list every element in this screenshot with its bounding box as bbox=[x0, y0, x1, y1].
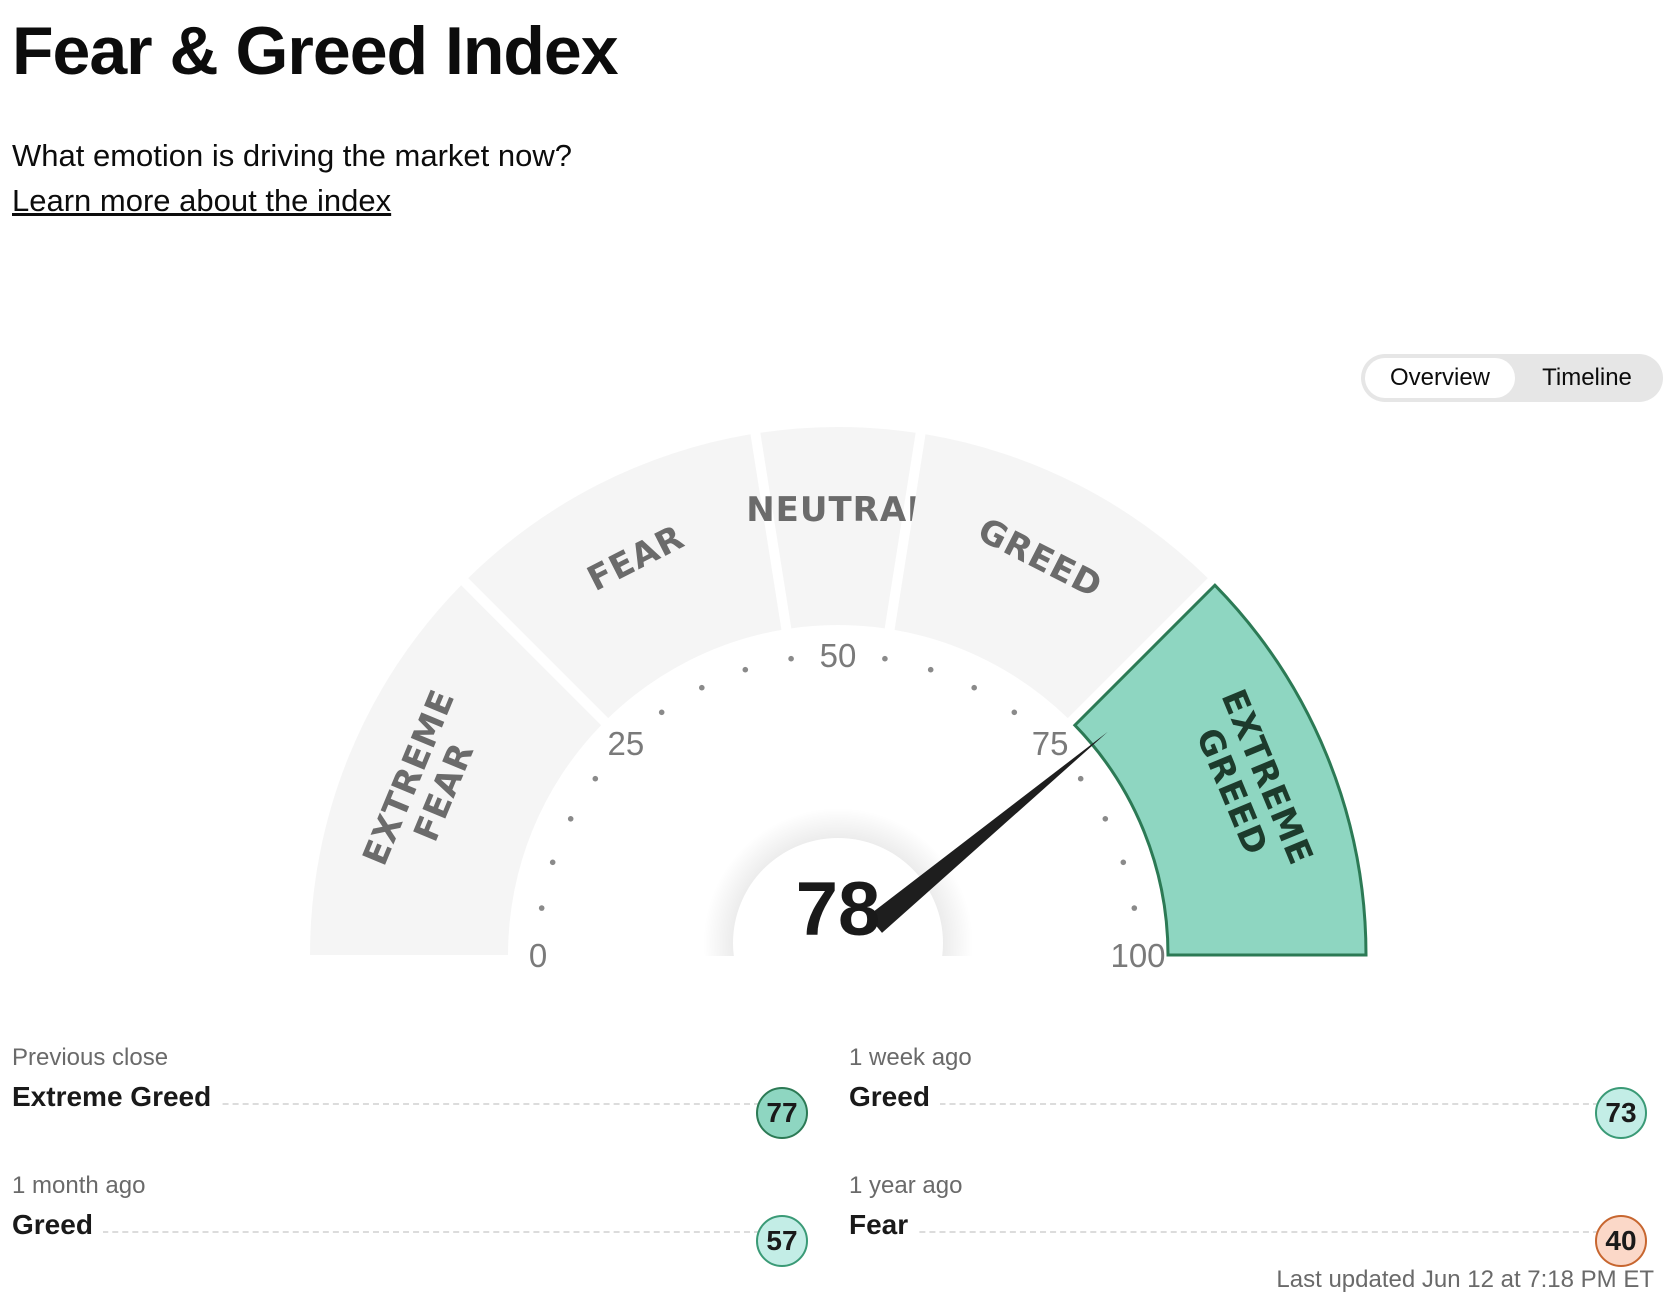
segment-extreme-greed bbox=[1072, 583, 1368, 957]
history-rating: Fear bbox=[849, 1207, 919, 1243]
tick-dot bbox=[1077, 775, 1084, 782]
fear-greed-gauge: EXTREMEFEARFEARNEUTRALGREEDEXTREMEGREED … bbox=[310, 427, 1368, 974]
history-label: 1 month ago bbox=[12, 1172, 146, 1199]
tick-dot bbox=[549, 859, 556, 866]
dashed-leader bbox=[849, 1231, 1599, 1233]
current-score: 78 bbox=[796, 867, 881, 952]
tick-dot bbox=[927, 666, 934, 673]
tick-dot bbox=[1131, 905, 1138, 911]
segment-greed bbox=[894, 434, 1208, 719]
segment-extreme-fear bbox=[310, 585, 602, 955]
segment-fear bbox=[468, 434, 782, 719]
center-disc bbox=[733, 838, 943, 956]
history-rating: Greed bbox=[12, 1207, 103, 1243]
page-subtitle: What emotion is driving the market now? bbox=[12, 138, 572, 173]
history-label: 1 year ago bbox=[849, 1172, 963, 1199]
history-score-badge: 73 bbox=[1595, 1087, 1647, 1139]
history-score-badge: 40 bbox=[1595, 1215, 1647, 1267]
tick-label-25: 25 bbox=[608, 725, 645, 762]
tick-label-50: 50 bbox=[820, 637, 857, 674]
tick-dot bbox=[658, 709, 665, 716]
tick-dot bbox=[538, 905, 545, 911]
history-item-1-year-ago: 1 year ago Fear 40 bbox=[849, 1171, 1649, 1267]
gauge-ticks bbox=[538, 655, 1138, 911]
tick-dot bbox=[699, 684, 705, 691]
tick-label-100: 100 bbox=[1110, 937, 1165, 974]
timeline-tab[interactable]: Timeline bbox=[1542, 364, 1632, 391]
dashed-leader bbox=[849, 1103, 1599, 1105]
history-item-previous-close: Previous close Extreme Greed 77 bbox=[12, 1043, 812, 1139]
gauge-needle bbox=[868, 731, 1108, 933]
segment-neutral bbox=[760, 427, 916, 629]
learn-more-link[interactable]: Learn more about the index bbox=[12, 183, 392, 218]
segment-label-neutral: NEUTRAL bbox=[746, 490, 930, 530]
view-toggle: Overview Timeline bbox=[1361, 354, 1663, 402]
page-title: Fear & Greed Index bbox=[12, 13, 619, 89]
tick-dot bbox=[567, 816, 574, 822]
dashed-leader bbox=[12, 1231, 760, 1233]
tick-dot bbox=[742, 666, 749, 673]
history-label: 1 week ago bbox=[849, 1044, 972, 1071]
history-label: Previous close bbox=[12, 1044, 169, 1071]
history-item-1-week-ago: 1 week ago Greed 73 bbox=[849, 1043, 1649, 1139]
tick-dot bbox=[882, 655, 888, 662]
history-rating: Greed bbox=[849, 1079, 940, 1115]
dashed-leader bbox=[12, 1103, 760, 1105]
tick-dot bbox=[1102, 816, 1109, 822]
tick-dot bbox=[1011, 709, 1018, 716]
tick-dot bbox=[592, 775, 599, 782]
history-rating: Extreme Greed bbox=[12, 1079, 222, 1115]
overview-tab[interactable]: Overview bbox=[1365, 358, 1515, 398]
tick-dot bbox=[1120, 859, 1127, 866]
tick-dot bbox=[971, 684, 977, 691]
history-score-badge: 57 bbox=[756, 1215, 808, 1267]
tick-dot bbox=[788, 655, 794, 662]
tick-label-0: 0 bbox=[529, 937, 547, 974]
tick-label-75: 75 bbox=[1032, 725, 1069, 762]
history-item-1-month-ago: 1 month ago Greed 57 bbox=[12, 1171, 812, 1267]
history-score-badge: 77 bbox=[756, 1087, 808, 1139]
gauge-tick-labels: 0 25 50 75 100 bbox=[529, 637, 1166, 974]
last-updated: Last updated Jun 12 at 7:18 PM ET bbox=[1276, 1266, 1654, 1293]
